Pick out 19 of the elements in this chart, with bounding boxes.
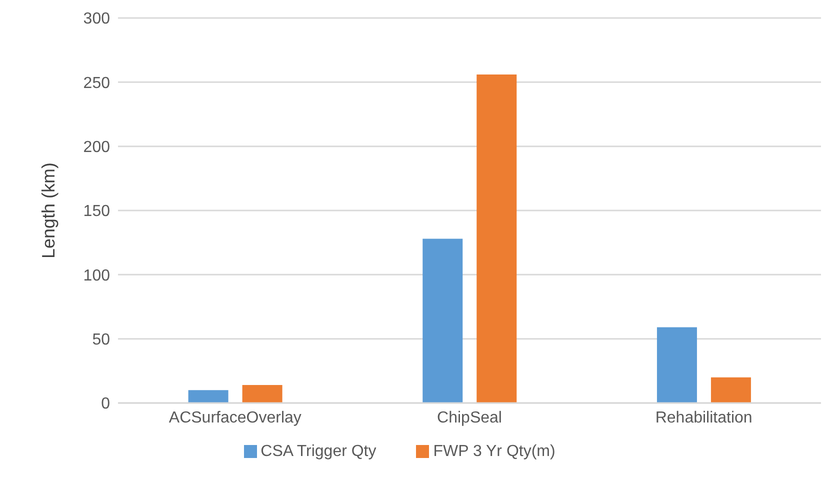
bar xyxy=(656,327,697,403)
bar xyxy=(422,238,463,403)
y-tick-label: 200 xyxy=(83,139,110,156)
x-tick-label: Rehabilitation xyxy=(655,409,752,426)
bar xyxy=(242,385,282,403)
x-tick-label: ChipSeal xyxy=(437,409,502,426)
bar xyxy=(188,390,228,403)
legend-label: FWP 3 Yr Qty(m) xyxy=(433,443,556,460)
bar xyxy=(710,377,751,403)
y-tick-label: 50 xyxy=(92,332,110,349)
y-axis-title: Length (km) xyxy=(38,162,58,259)
y-tick-label: 100 xyxy=(83,267,110,284)
y-tick-label: 0 xyxy=(101,396,110,413)
legend-label: CSA Trigger Qty xyxy=(260,443,376,460)
y-tick-label: 300 xyxy=(83,10,110,28)
y-tick-label: 250 xyxy=(83,74,110,92)
x-tick-label: ACSurfaceOverlay xyxy=(168,409,302,426)
bar xyxy=(476,74,517,403)
y-tick-label: 150 xyxy=(83,203,110,220)
